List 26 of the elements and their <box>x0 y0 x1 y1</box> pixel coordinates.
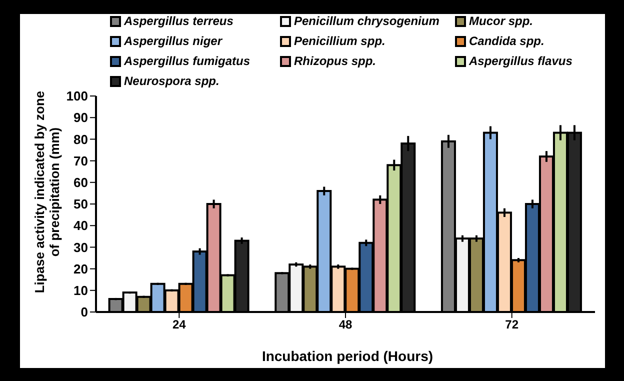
legend-label: Aspergillus niger <box>122 34 224 48</box>
legend-label: Candida spp. <box>468 34 546 48</box>
y-tick-label: 90 <box>74 110 88 126</box>
y-tick-label: 0 <box>80 304 88 320</box>
y-tick-label: 20 <box>74 261 88 276</box>
x-tick-label: 48 <box>338 318 352 332</box>
legend-label: Penicillium spp. <box>293 34 386 48</box>
y-tick-label: 100 <box>66 88 88 104</box>
x-axis-title: Incubation period (Hours) <box>260 348 434 364</box>
legend-label: Aspergillus terreus <box>122 14 234 28</box>
y-tick-label: 70 <box>74 153 88 168</box>
legend-label: Aspergillus fumigatus <box>122 54 252 68</box>
legend-label: Neurospora spp. <box>123 74 220 88</box>
y-tick-label: 50 <box>74 196 88 212</box>
x-tick-label: 24 <box>172 318 186 332</box>
legend-label: Aspergillus flavus <box>468 54 574 68</box>
y-tick-label: 30 <box>74 240 88 255</box>
legend-label: Penicillum chrysogenium <box>293 14 440 28</box>
x-tick-label: 72 <box>505 318 519 332</box>
y-axis-title: Lipase activity indicated by zone of precipitation (mm) <box>32 90 62 296</box>
legend-label: Mucor spp. <box>468 14 534 28</box>
y-tick-label: 40 <box>74 218 88 234</box>
legend-label: Rhizopus spp. <box>293 54 377 68</box>
y-tick-label: 80 <box>74 132 88 147</box>
y-tick-label: 60 <box>74 175 88 190</box>
y-tick-label: 10 <box>74 283 88 298</box>
